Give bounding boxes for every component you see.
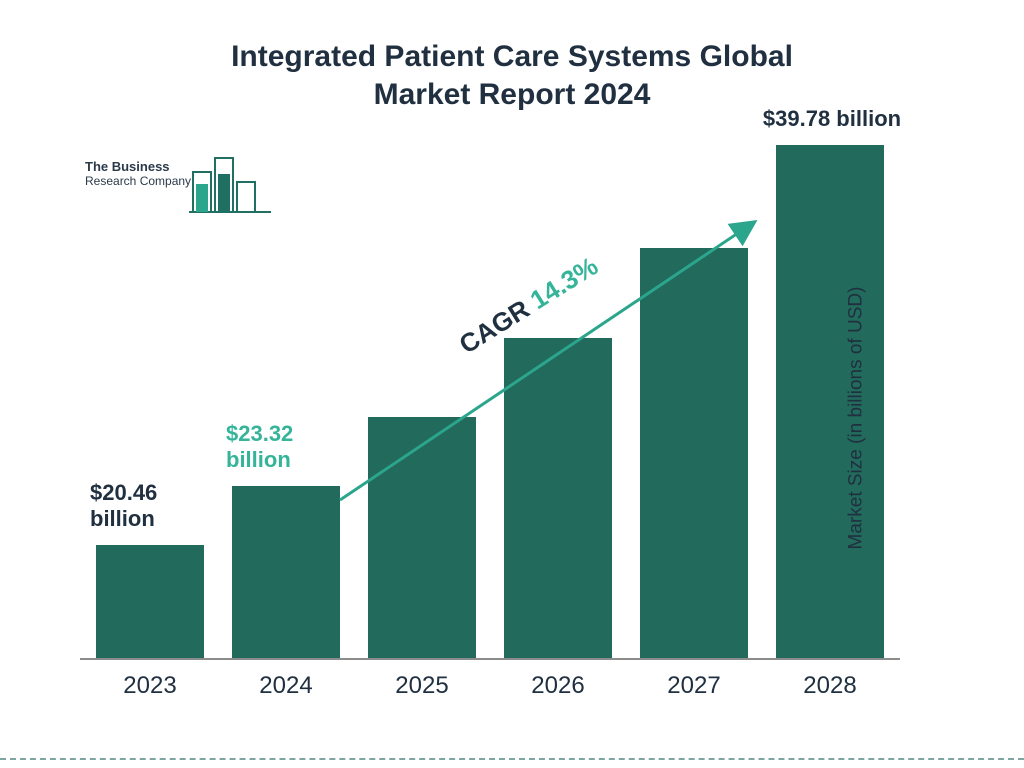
x-tick-2025: 2025 (368, 672, 476, 700)
y-axis-label: Market Size (in billions of USD) (846, 286, 868, 549)
x-tick-2023: 2023 (96, 672, 204, 700)
x-tick-2028: 2028 (776, 672, 884, 700)
footer-divider (0, 758, 1024, 760)
canvas: Integrated Patient Care Systems Global M… (0, 0, 1024, 768)
x-tick-2024: 2024 (232, 672, 340, 700)
x-tick-2027: 2027 (640, 672, 748, 700)
title-line-1: Integrated Patient Care Systems Global (0, 38, 1024, 76)
bar-label-2028: $39.78 billion (738, 106, 926, 132)
x-tick-2026: 2026 (504, 672, 612, 700)
chart-plot-area: CAGR 14.3% 202320242025202620272028$20.4… (80, 140, 900, 660)
bar-chart: CAGR 14.3% 202320242025202620272028$20.4… (80, 140, 940, 695)
bar-label-2023: $20.46billion (90, 480, 210, 533)
chart-title: Integrated Patient Care Systems Global M… (0, 38, 1024, 113)
cagr-arrow (80, 140, 900, 660)
bar-label-2024: $23.32billion (226, 421, 346, 474)
